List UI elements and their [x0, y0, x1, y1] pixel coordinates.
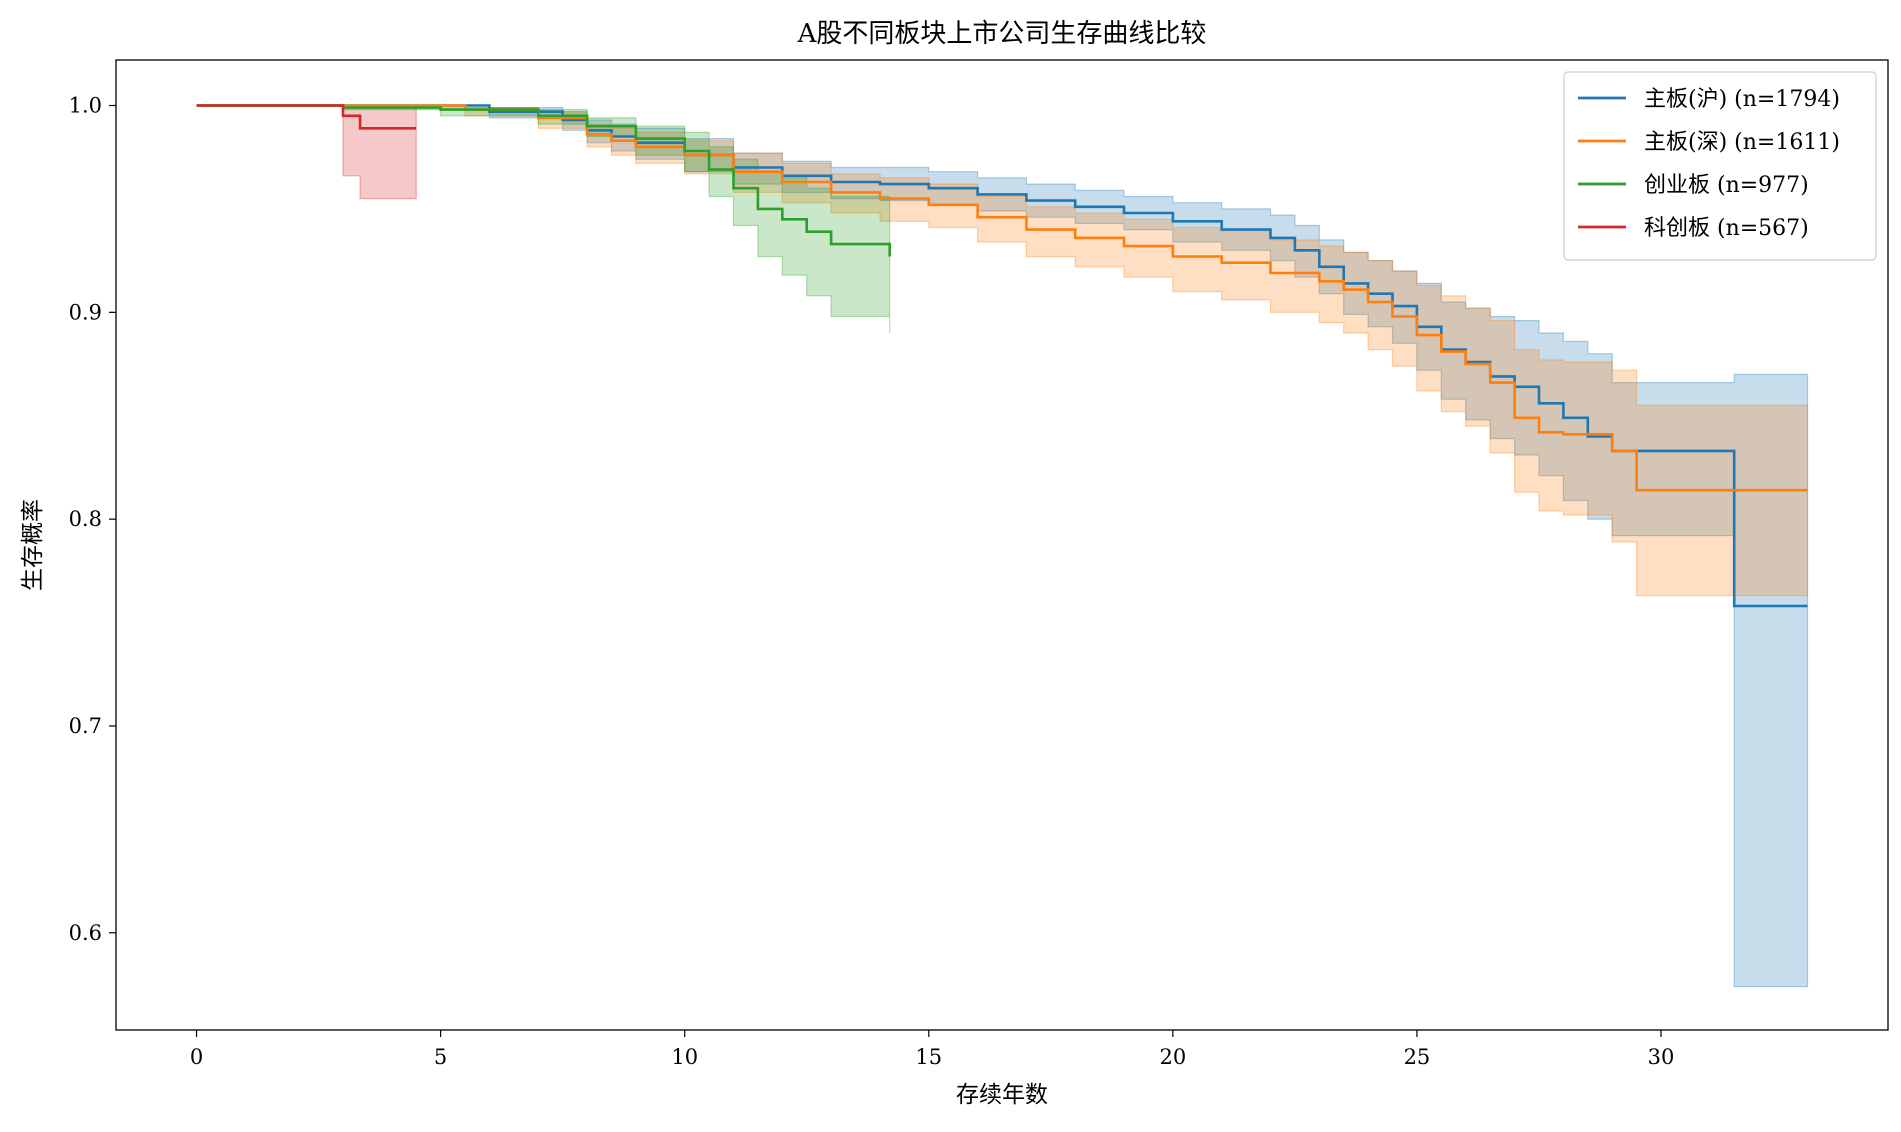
survival-lines: [196, 104, 1808, 608]
legend-label-series-1: 主板(沪) (n=1794): [1644, 87, 1840, 112]
chart-title: A股不同板块上市公司生存曲线比较: [797, 19, 1207, 49]
survival-line-series-2: [196, 104, 1808, 492]
legend: 主板(沪) (n=1794) 主板(深) (n=1611) 创业板 (n=977) 科…: [1563, 71, 1877, 261]
legend-label-series-2: 主板(深) (n=1611): [1644, 130, 1840, 155]
x-tick-label: 25: [1404, 1045, 1431, 1069]
ci-band-series-2: [196, 104, 1809, 597]
y-axis-title: 生存概率: [20, 499, 46, 591]
x-tick-label: 20: [1159, 1045, 1186, 1069]
legend-label-series-4: 科创板 (n=567): [1644, 216, 1809, 241]
x-tick-label: 5: [434, 1045, 447, 1069]
y-axis-ticks: 0.6 0.7 0.8 0.9 1.0: [69, 94, 116, 945]
x-tick-label: 15: [915, 1045, 942, 1069]
x-axis-ticks: 0 5 10 15 20 25 30: [190, 1030, 1675, 1069]
y-tick-label: 0.6: [69, 921, 102, 945]
survival-line-series-3: [196, 104, 891, 257]
x-axis-title: 存续年数: [956, 1082, 1048, 1108]
y-tick-label: 0.9: [69, 300, 102, 324]
legend-box: [1563, 71, 1877, 261]
x-tick-label: 0: [190, 1045, 203, 1069]
legend-label-series-3: 创业板 (n=977): [1644, 173, 1809, 198]
y-tick-label: 0.7: [69, 714, 102, 738]
survival-line-series-4: [196, 104, 417, 130]
y-tick-label: 0.8: [69, 507, 102, 531]
x-tick-label: 30: [1648, 1045, 1675, 1069]
ci-band-series-4: [196, 104, 417, 200]
x-tick-label: 10: [671, 1045, 698, 1069]
y-tick-label: 1.0: [69, 94, 102, 118]
plot-frame: [115, 59, 1889, 1031]
